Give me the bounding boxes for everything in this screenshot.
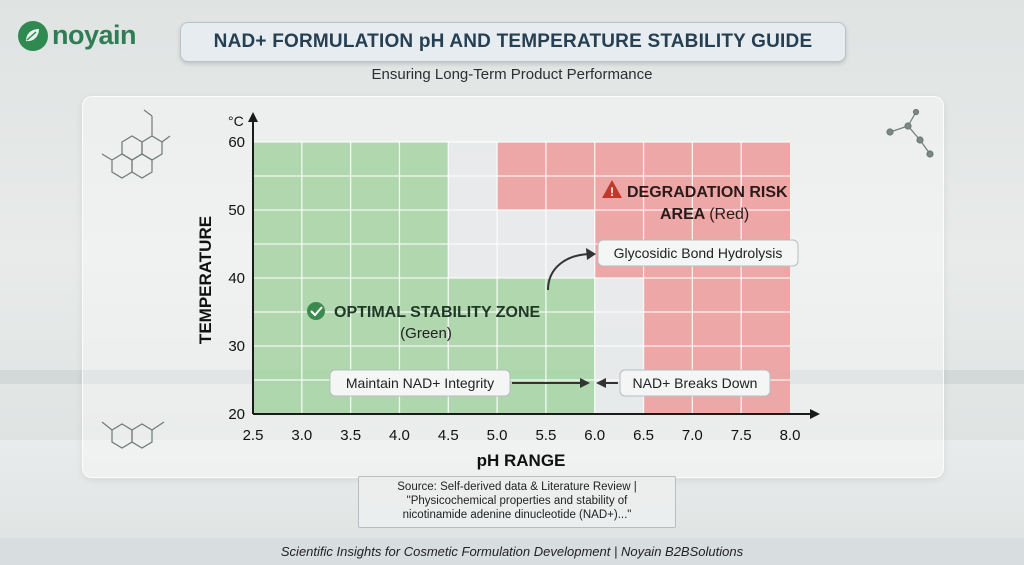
breaks-callout: NAD+ Breaks Down: [619, 369, 771, 397]
x-tick-label: 4.5: [438, 427, 459, 444]
x-tick-label: 8.0: [780, 427, 801, 444]
left-arrow-head: [596, 378, 606, 388]
warning-icon: !: [602, 180, 622, 199]
check-circle-icon: [307, 302, 325, 320]
molecule-icon: [101, 109, 171, 179]
molecule-icon-2: [886, 108, 934, 158]
brand-logo: noyain: [18, 20, 137, 51]
y-tick-label: 60: [228, 134, 245, 151]
annotation-layer: OPTIMAL STABILITY ZONE (Green)! DEGRADATIO…: [307, 180, 799, 397]
optimal-zone-title: OPTIMAL STABILITY ZONE: [334, 304, 541, 321]
y-tick-label: 30: [228, 338, 245, 355]
optimal-zone-subtitle: (Green): [400, 325, 452, 342]
x-tick-label: 5.0: [487, 427, 508, 444]
brand-name: noyain: [52, 20, 137, 50]
page-title: NAD+ FORMULATION pH AND TEMPERATURE STAB…: [180, 22, 846, 62]
x-tick-label: 3.0: [291, 427, 312, 444]
svg-text:!: !: [610, 185, 614, 199]
risk-title-line1: DEGRADATION RISK: [627, 184, 788, 201]
x-tick-label: 5.5: [535, 427, 556, 444]
y-tick-label: 20: [228, 406, 245, 423]
breaks-callout-text: NAD+ Breaks Down: [633, 375, 758, 391]
x-tick-label: 7.0: [682, 427, 703, 444]
x-tick-label: 2.5: [243, 427, 264, 444]
x-tick-label: 4.0: [389, 427, 410, 444]
x-tick-label: 6.0: [584, 427, 605, 444]
source-line-3: nicotinamide adenine dinucleotide (NAD+)…: [402, 509, 632, 521]
risk-title-line2: AREA (Red): [660, 206, 749, 223]
right-arrow-head: [580, 378, 590, 388]
x-axis-arrow: [810, 409, 820, 419]
y-unit-label: °C: [228, 113, 244, 129]
y-axis-title: TEMPERATURE: [196, 216, 215, 344]
molecule-icon-3: [101, 421, 165, 449]
leaf-icon: [18, 20, 48, 51]
curved-arrow-head: [586, 248, 596, 260]
maintain-callout-text: Maintain NAD+ Integrity: [346, 375, 494, 391]
axes-layer: [248, 112, 820, 419]
hydrolysis-callout-text: Glycosidic Bond Hydrolysis: [614, 245, 783, 261]
hydrolysis-callout: Glycosidic Bond Hydrolysis: [597, 239, 799, 267]
curved-arrow: [547, 253, 593, 291]
y-tick-label: 40: [228, 270, 245, 287]
x-tick-label: 7.5: [731, 427, 752, 444]
y-tick-label: 50: [228, 202, 245, 219]
source-line-1: Source: Self-derived data & Literature R…: [397, 481, 637, 493]
y-axis-arrow: [248, 112, 258, 122]
x-axis-title: pH RANGE: [477, 451, 566, 470]
x-tick-label: 3.5: [340, 427, 361, 444]
maintain-callout: Maintain NAD+ Integrity: [329, 369, 511, 397]
footer-text: Scientific Insights for Cosmetic Formula…: [0, 538, 1024, 565]
source-line-2: "Physicochemical properties and stabilit…: [406, 495, 628, 507]
x-tick-label: 6.5: [633, 427, 654, 444]
page-subtitle: Ensuring Long-Term Product Performance: [371, 66, 653, 83]
tick-layer: 2.5 3.0 3.5 4.0 4.5 5.0 5.5 6.0 6.5 7.0 7.5 8.0 20 30…: [196, 113, 800, 470]
source-note: Source: Self-derived data & Literature R…: [358, 476, 676, 528]
